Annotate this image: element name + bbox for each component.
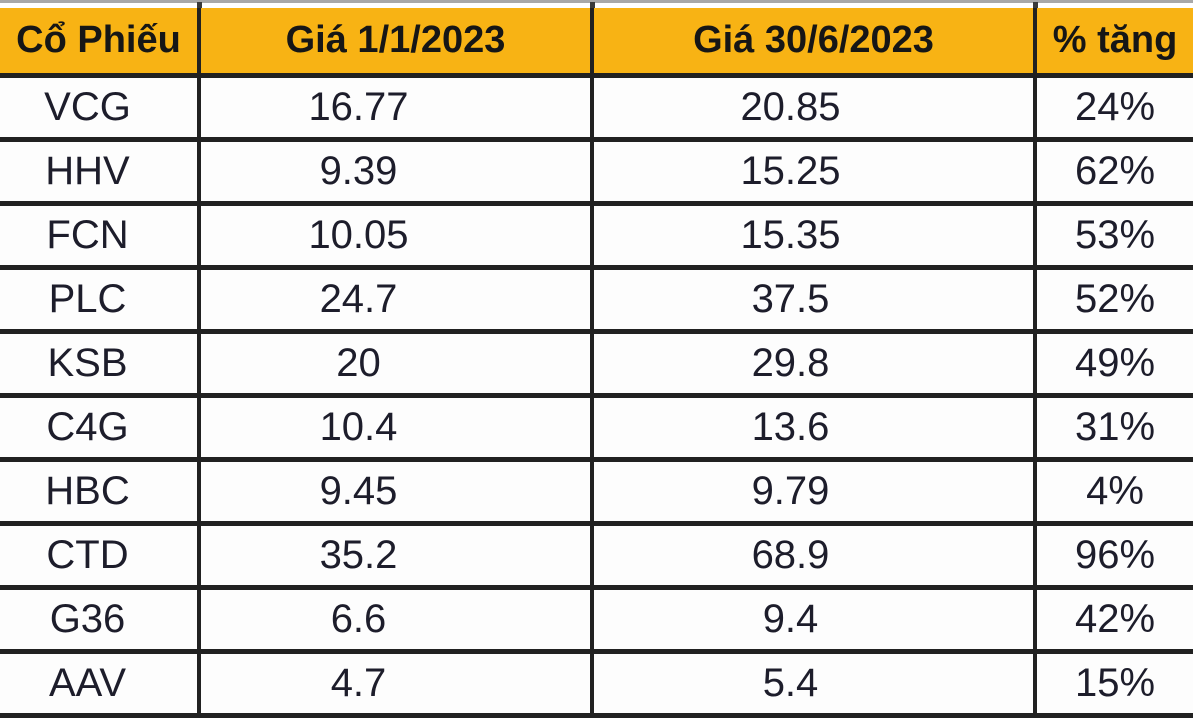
table-row: PLC 24.7 37.5 52% — [0, 267, 1193, 334]
price-jan-cell: 4.7 — [199, 651, 594, 718]
header-cell-ticker: Cổ Phiếu — [0, 8, 201, 78]
table-row: HHV 9.39 15.25 62% — [0, 139, 1193, 206]
ticker-cell: C4G — [0, 395, 201, 462]
ticker-cell: PLC — [0, 267, 201, 334]
table-row: G36 6.6 9.4 42% — [0, 587, 1193, 654]
ticker-cell: VCG — [0, 75, 201, 142]
price-jun-cell: 9.79 — [592, 459, 1037, 526]
top-gridline — [0, 0, 1193, 3]
column-gridline-stub-1 — [197, 2, 202, 9]
header-cell-pct-gain: % tăng — [1035, 8, 1193, 78]
price-jun-cell: 15.35 — [592, 203, 1037, 270]
ticker-cell: CTD — [0, 523, 201, 590]
table-row: C4G 10.4 13.6 31% — [0, 395, 1193, 462]
table-row: CTD 35.2 68.9 96% — [0, 523, 1193, 590]
table-row: FCN 10.05 15.35 53% — [0, 203, 1193, 270]
price-jun-cell: 13.6 — [592, 395, 1037, 462]
price-jun-cell: 20.85 — [592, 75, 1037, 142]
ticker-cell: FCN — [0, 203, 201, 270]
ticker-cell: AAV — [0, 651, 201, 718]
column-gridline-stub-2 — [590, 2, 595, 9]
pct-gain-cell: 15% — [1035, 651, 1193, 718]
pct-gain-cell: 62% — [1035, 139, 1193, 206]
price-jun-cell: 68.9 — [592, 523, 1037, 590]
pct-gain-cell: 96% — [1035, 523, 1193, 590]
pct-gain-cell: 49% — [1035, 331, 1193, 398]
price-jun-cell: 29.8 — [592, 331, 1037, 398]
price-jan-cell: 35.2 — [199, 523, 594, 590]
pct-gain-cell: 52% — [1035, 267, 1193, 334]
pct-gain-cell: 42% — [1035, 587, 1193, 654]
price-jun-cell: 37.5 — [592, 267, 1037, 334]
header-cell-price-jan: Giá 1/1/2023 — [199, 8, 594, 78]
header-cell-price-jun: Giá 30/6/2023 — [592, 8, 1037, 78]
table-row: HBC 9.45 9.79 4% — [0, 459, 1193, 526]
ticker-cell: HHV — [0, 139, 201, 206]
price-jun-cell: 9.4 — [592, 587, 1037, 654]
ticker-cell: KSB — [0, 331, 201, 398]
stock-price-table: Cổ Phiếu Giá 1/1/2023 Giá 30/6/2023 % tă… — [0, 8, 1193, 718]
table-row: VCG 16.77 20.85 24% — [0, 75, 1193, 142]
price-jan-cell: 9.39 — [199, 139, 594, 206]
pct-gain-cell: 24% — [1035, 75, 1193, 142]
ticker-cell: G36 — [0, 587, 201, 654]
price-jan-cell: 16.77 — [199, 75, 594, 142]
pct-gain-cell: 4% — [1035, 459, 1193, 526]
price-jan-cell: 24.7 — [199, 267, 594, 334]
price-jan-cell: 9.45 — [199, 459, 594, 526]
price-jan-cell: 20 — [199, 331, 594, 398]
price-jan-cell: 10.4 — [199, 395, 594, 462]
column-gridline-stub-3 — [1033, 2, 1038, 9]
pct-gain-cell: 31% — [1035, 395, 1193, 462]
pct-gain-cell: 53% — [1035, 203, 1193, 270]
price-jun-cell: 15.25 — [592, 139, 1037, 206]
ticker-cell: HBC — [0, 459, 201, 526]
price-jan-cell: 6.6 — [199, 587, 594, 654]
header-row: Cổ Phiếu Giá 1/1/2023 Giá 30/6/2023 % tă… — [0, 8, 1193, 78]
price-jan-cell: 10.05 — [199, 203, 594, 270]
price-jun-cell: 5.4 — [592, 651, 1037, 718]
table-row: KSB 20 29.8 49% — [0, 331, 1193, 398]
table-row: AAV 4.7 5.4 15% — [0, 651, 1193, 718]
table-body: VCG 16.77 20.85 24% HHV 9.39 15.25 62% FCN 10.05 1… — [0, 75, 1193, 718]
